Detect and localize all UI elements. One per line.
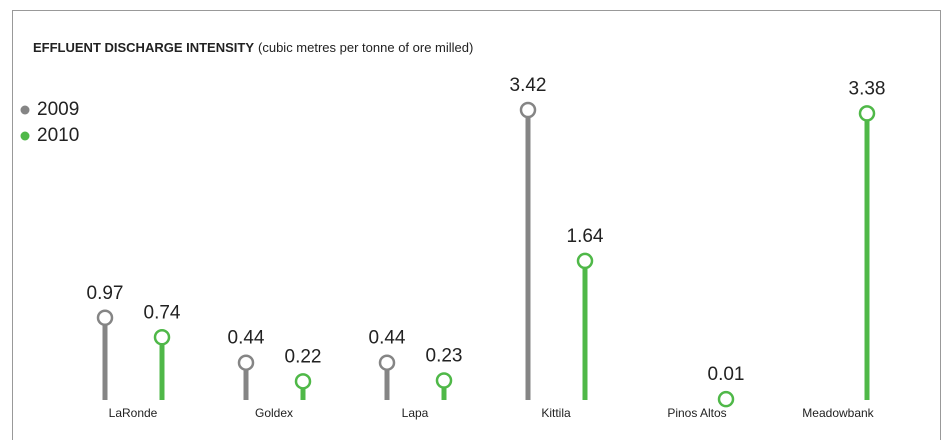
legend-label: 2010 — [37, 125, 79, 146]
value-label: 0.44 — [228, 328, 265, 349]
chart-subtitle: (cubic metres per tonne of ore milled) — [258, 40, 473, 55]
value-label: 1.64 — [567, 226, 604, 247]
marker — [435, 372, 453, 389]
legend-label: 2009 — [37, 99, 79, 120]
stem — [441, 380, 447, 400]
stem — [864, 113, 870, 400]
value-label: 0.74 — [144, 302, 181, 323]
x-tick-label: Meadowbank — [802, 406, 874, 420]
stem — [243, 362, 249, 400]
marker — [858, 105, 876, 122]
value-label: 0.23 — [426, 346, 463, 367]
frame — [12, 10, 941, 440]
marker — [96, 309, 114, 326]
stem — [300, 381, 306, 400]
value-label: 0.97 — [87, 283, 124, 304]
stem — [525, 110, 531, 400]
legend-dot — [20, 131, 30, 141]
value-label: 0.44 — [369, 328, 406, 349]
stem — [384, 362, 390, 400]
marker — [237, 354, 255, 371]
legend-dot — [20, 105, 30, 115]
marker — [576, 252, 594, 270]
marker — [519, 101, 537, 119]
value-label: 3.42 — [510, 75, 547, 96]
chart-heading: EFFLUENT DISCHARGE INTENSITY (cubic metre… — [33, 40, 473, 55]
marker — [294, 373, 312, 390]
stem — [102, 317, 108, 400]
marker — [153, 329, 171, 346]
x-tick-label: Lapa — [402, 406, 429, 420]
marker — [378, 354, 396, 371]
stem — [159, 337, 165, 400]
x-tick-label: Goldex — [255, 406, 293, 420]
x-tick-label: Pinos Altos — [667, 406, 726, 420]
value-label: 0.01 — [708, 364, 745, 385]
chart-title: EFFLUENT DISCHARGE INTENSITY — [33, 40, 254, 55]
stem — [582, 260, 588, 400]
value-label: 3.38 — [849, 78, 886, 99]
value-label: 0.22 — [285, 346, 322, 367]
x-tick-label: Kittila — [541, 406, 571, 420]
marker — [717, 390, 735, 408]
x-tick-label: LaRonde — [109, 406, 158, 420]
